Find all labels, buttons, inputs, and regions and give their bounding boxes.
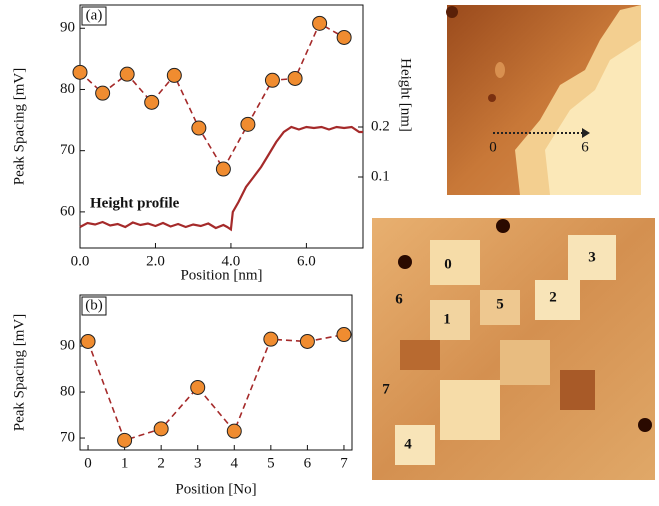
x-tick-label: 2 [157,455,165,471]
y-tick-label: 70 [60,429,75,445]
y2-tick-label: 0.1 [371,168,390,184]
y-tick-label: 70 [60,142,75,158]
data-point [336,327,352,343]
image-label: 1 [443,311,451,327]
series-line [87,333,345,442]
panel-label: (b) [81,296,107,316]
chart: 70 80 90 0 1 2 3 4 5 6 7 Position [No] Peak Spacing … [11,294,353,497]
x-tick-label: 4 [231,455,239,471]
y-tick-label: 80 [60,383,75,399]
image-label: 6 [581,139,589,155]
data-point [226,423,242,439]
x-tick-label: 0 [84,455,92,471]
data-point [264,72,280,88]
y-tick-label: 60 [60,203,75,219]
x-tick-label: 1 [121,455,129,471]
data-point [287,70,303,86]
x-tick-label: 4.0 [222,253,241,269]
x-tick-label: 7 [340,455,348,471]
x-tick-label: 2.0 [146,253,165,269]
image-label: 3 [588,249,596,265]
y2-axis-title: Height [nm] [398,58,414,132]
stm-image-bottom: 0 1 2 3 4 5 6 7 [372,218,655,480]
y-tick-label: 80 [60,81,75,97]
series-label: Height profile [90,195,180,211]
y-tick-label: 90 [60,337,75,353]
data-point [299,333,315,349]
panel-label-text: (a) [86,7,103,23]
panel-label: (a) [81,6,107,26]
y-tick-label: 90 [60,20,75,36]
x-axis-title: Position [No] [175,481,256,497]
image-label: 2 [549,289,557,305]
y-axis-title: Peak Spacing [mV] [11,314,27,431]
panel-label-box [81,296,107,316]
x-tick-label: 3 [194,455,202,471]
data-point [240,116,256,132]
data-point [190,379,206,395]
data-point [119,66,135,82]
x-axis-title: Position [nm] [180,267,262,283]
series-line [79,125,363,232]
panel-label-box [81,6,107,26]
plot-frame [79,294,353,451]
data-point [80,333,96,349]
data-point [72,64,88,80]
data-point [95,85,111,101]
data-point [215,161,231,177]
data-point [312,15,328,31]
x-tick-label: 0.0 [71,253,90,269]
series-line [79,22,345,171]
data-point [144,94,160,110]
y-axis-title: Peak Spacing [mV] [11,68,27,185]
image-label: 6 [395,291,403,307]
data-point [263,331,279,347]
x-tick-label: 5 [267,455,275,471]
data-point [191,120,207,136]
y2-tick-label: 0.2 [371,118,390,134]
image-label: 0 [444,256,452,272]
data-point [336,29,352,45]
image-label: 7 [382,381,390,397]
x-tick-label: 6.0 [297,253,316,269]
stm-image-top: 0 6 [446,5,641,195]
image-label: 5 [496,296,504,312]
data-point [153,421,169,437]
x-tick-label: 6 [304,455,312,471]
chart: 60 70 80 90 0.0 2.0 4.0 6.0 0.1 0.2 Position [nm] P… [11,4,414,283]
data-point [117,432,133,448]
image-label: 0 [489,139,497,155]
panel-label-text: (b) [85,297,103,313]
image-label: 4 [404,436,412,452]
data-point [166,67,182,83]
